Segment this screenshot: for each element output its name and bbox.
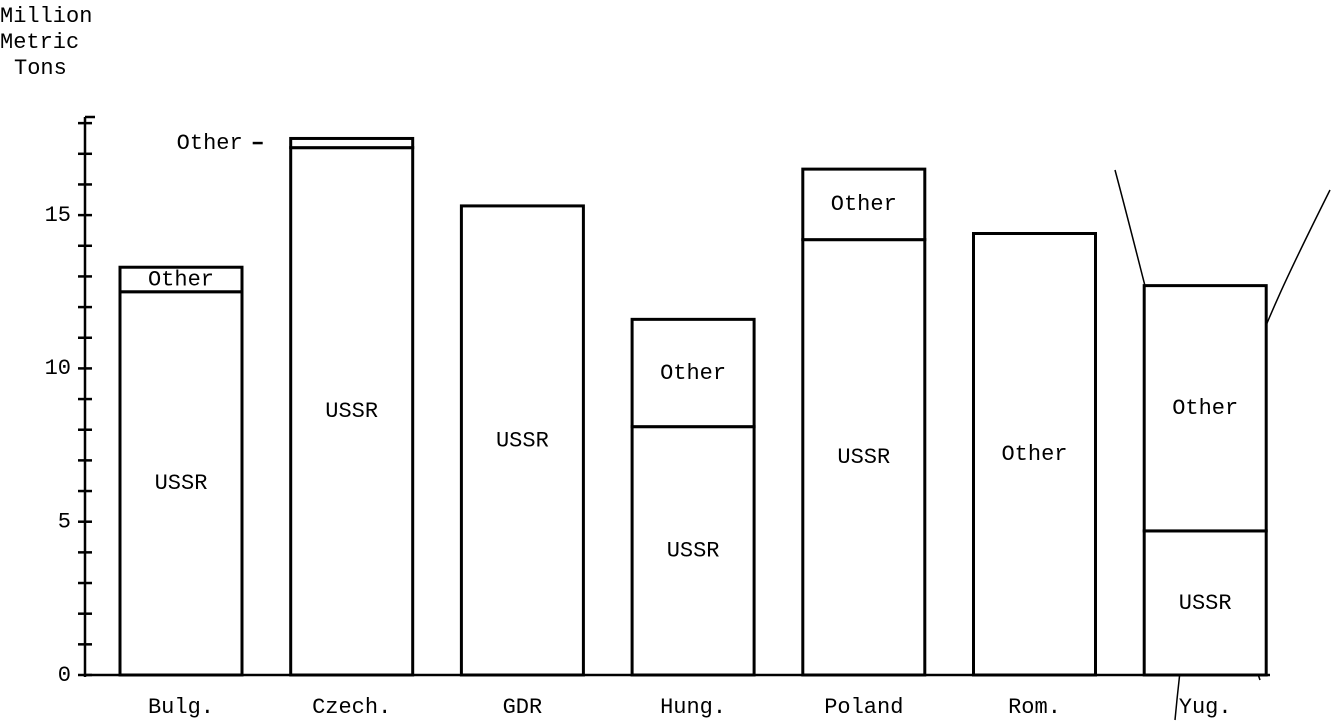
- segment-label: USSR: [155, 471, 208, 496]
- segment-label: Other: [831, 192, 897, 217]
- bar-segment: [801, 238, 927, 677]
- segment-label: USSR: [837, 445, 890, 470]
- bar-segment: [118, 265, 244, 294]
- bar-segment: [1142, 529, 1268, 677]
- y-tick-label: 10: [45, 356, 71, 381]
- x-tick-label: Poland: [824, 695, 903, 720]
- bar-segment: [972, 232, 1097, 677]
- bar-segment: [118, 290, 244, 677]
- x-tick-label: Hung.: [660, 695, 726, 720]
- y-tick-label: 15: [45, 203, 71, 228]
- x-tick-label: Rom.: [1008, 695, 1061, 720]
- bar-segment: [459, 204, 585, 677]
- x-tick-label: GDR: [503, 695, 543, 720]
- segment-label: USSR: [325, 399, 378, 424]
- y-axis-label: Million: [0, 4, 92, 29]
- x-tick-label: Yug.: [1179, 695, 1232, 720]
- segment-label: USSR: [496, 428, 549, 453]
- segment-label: Other: [148, 267, 214, 292]
- segment-label: Other: [660, 361, 726, 386]
- x-tick-label: Czech.: [312, 695, 391, 720]
- y-axis-label: Tons: [14, 56, 67, 81]
- bar-segment: [630, 317, 756, 429]
- bar-segment: [1142, 284, 1268, 533]
- y-tick-label: 5: [58, 510, 71, 535]
- bar-segment: [630, 425, 756, 677]
- bar-segment: [801, 167, 927, 242]
- segment-label: Other: [1001, 442, 1067, 467]
- segment-label: USSR: [1179, 591, 1232, 616]
- y-tick-label: 0: [58, 663, 71, 688]
- y-axis-label: Metric: [0, 30, 79, 55]
- segment-label: USSR: [667, 539, 720, 564]
- segment-label: Other: [1172, 396, 1238, 421]
- x-tick-label: Bulg.: [148, 695, 214, 720]
- bar-segment: [289, 136, 415, 150]
- segment-label: Other: [177, 131, 243, 156]
